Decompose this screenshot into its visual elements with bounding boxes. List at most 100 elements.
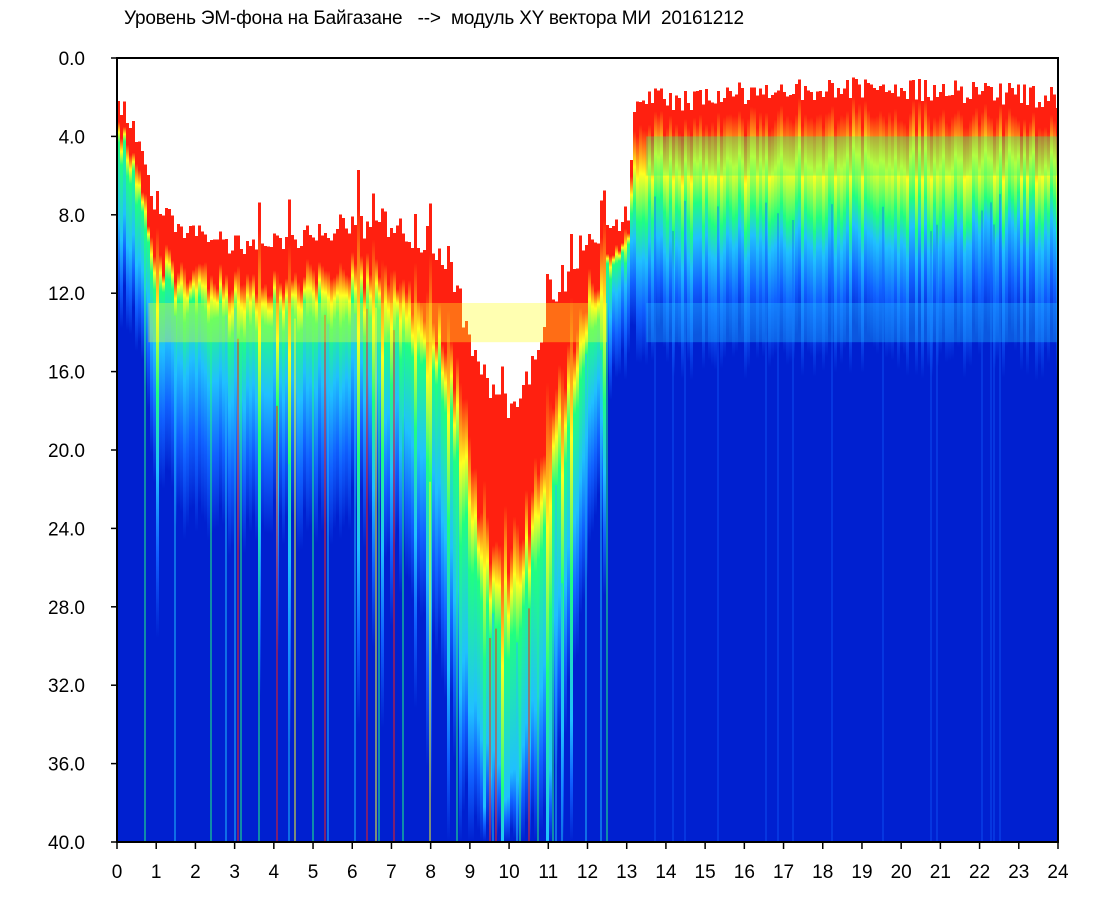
spectrogram-column	[249, 58, 252, 842]
plot-area	[117, 58, 1058, 842]
spectrogram-column	[246, 58, 249, 842]
spectrogram-column	[336, 58, 339, 842]
spectrogram-column	[963, 58, 966, 842]
spectrogram-column	[372, 58, 375, 842]
x-tick-label: 13	[616, 862, 637, 883]
spectrogram-column	[948, 58, 951, 842]
spectrogram-column	[996, 58, 999, 842]
spectrogram-column	[300, 58, 303, 842]
spectrogram-column	[333, 58, 336, 842]
spectrogram-column	[426, 58, 429, 842]
spectrogram-column	[543, 58, 546, 842]
spectrogram-column	[297, 58, 300, 842]
spectrogram-column	[468, 58, 471, 842]
spectrogram-column	[1053, 58, 1056, 842]
spectrogram-column	[714, 58, 717, 842]
spectrogram-column	[1002, 58, 1005, 842]
x-tick-label: 4	[269, 862, 280, 883]
spectrogram-column	[381, 58, 384, 842]
spectrogram-column	[150, 58, 153, 842]
spectrogram-column	[1038, 58, 1041, 842]
spectrogram-column	[471, 58, 474, 842]
spectrogram-column	[420, 58, 423, 842]
spectrogram-column	[612, 58, 615, 842]
spectrogram-column	[465, 58, 468, 842]
spectrogram-column	[519, 58, 522, 842]
spectrogram-column	[633, 58, 636, 842]
spectrogram-column	[903, 58, 906, 842]
spectrogram-column	[642, 58, 645, 842]
spectrogram-column	[180, 58, 183, 842]
x-tick-label: 2	[190, 862, 201, 883]
spectrogram-column	[1044, 58, 1047, 842]
x-tick-label: 12	[577, 862, 598, 883]
spectrogram-column	[696, 58, 699, 842]
spectrogram-column	[252, 58, 255, 842]
spectrogram-column	[129, 58, 132, 842]
spectrogram-column	[405, 58, 408, 842]
spectrogram-column	[321, 58, 324, 842]
spectrogram-column	[540, 58, 543, 842]
spectrogram-column	[726, 58, 729, 842]
x-axis: 0 1 2 3 4 5 6 7 8 9 10 11 12 13 14 15 16 17 18 19 20 21 22 23 24	[112, 842, 1069, 883]
spectrogram-column	[411, 58, 414, 842]
spectrogram-column	[219, 58, 222, 842]
spectrogram-column	[867, 58, 870, 842]
spectrogram-column	[927, 58, 930, 842]
spectrogram-column	[987, 58, 990, 842]
spectrogram-column	[666, 58, 669, 842]
spectrogram-column	[480, 58, 483, 842]
spectrogram-column	[870, 58, 873, 842]
spectrogram-column	[885, 58, 888, 842]
spectrogram-column	[156, 58, 159, 842]
x-tick-label: 11	[538, 862, 558, 883]
spectrogram-column	[753, 58, 756, 842]
spectrogram-column	[549, 58, 552, 842]
spectrogram-column	[360, 58, 363, 842]
spectrogram-column	[873, 58, 876, 842]
spectrogram-column	[537, 58, 540, 842]
spectrogram-column	[744, 58, 747, 842]
spectrogram-band	[148, 303, 608, 343]
spectrogram-column	[858, 58, 861, 842]
spectrogram-column	[423, 58, 426, 842]
spectrogram-column	[495, 58, 498, 842]
spectrogram-column	[231, 58, 234, 842]
y-tick-label: 32.0	[48, 676, 85, 697]
spectrogram-column	[801, 58, 804, 842]
spectrogram-column	[876, 58, 879, 842]
spectrogram-column	[1047, 58, 1050, 842]
spectrogram-column	[387, 58, 390, 842]
spectrogram-column	[669, 58, 672, 842]
x-tick-label: 20	[891, 862, 912, 883]
spectrogram-column	[783, 58, 786, 842]
spectrogram-column	[138, 58, 141, 842]
spectrogram-column	[708, 58, 711, 842]
spectrogram-column	[546, 58, 549, 842]
spectrogram-column	[282, 58, 285, 842]
spectrogram-column	[681, 58, 684, 842]
y-tick-label: 20.0	[48, 441, 85, 462]
spectrogram-column	[255, 58, 258, 842]
spectrogram-column	[435, 58, 438, 842]
spectrogram-column	[429, 58, 432, 842]
spectrogram-column	[939, 58, 942, 842]
spectrogram-column	[441, 58, 444, 842]
spectrogram-column	[786, 58, 789, 842]
spectrogram-column	[915, 58, 918, 842]
spectrogram-column	[636, 58, 639, 842]
spectrogram-column	[738, 58, 741, 842]
spectrogram-column	[309, 58, 312, 842]
x-tick-label: 14	[655, 862, 677, 883]
spectrogram-column	[747, 58, 750, 842]
spectrogram-column	[558, 58, 561, 842]
x-tick-label: 5	[308, 862, 319, 883]
spectrogram-column	[678, 58, 681, 842]
spectrogram-column	[954, 58, 957, 842]
spectrogram-column	[618, 58, 621, 842]
spectrogram-column	[399, 58, 402, 842]
spectrogram-column	[849, 58, 852, 842]
spectrogram-column	[855, 58, 858, 842]
spectrogram-column	[1020, 58, 1023, 842]
spectrogram-column	[1026, 58, 1029, 842]
